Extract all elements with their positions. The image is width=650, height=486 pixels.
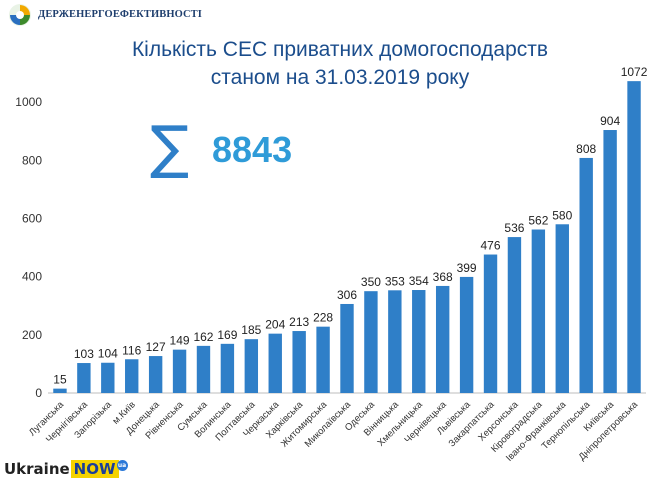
y-tick-label: 400 <box>22 270 42 284</box>
brand-now: NOW <box>70 460 119 478</box>
value-label: 162 <box>193 330 213 344</box>
bar-19 <box>483 254 498 393</box>
value-label: 169 <box>217 328 237 342</box>
y-tick-label: 1000 <box>15 95 42 109</box>
bar-7 <box>196 345 211 393</box>
value-label: 1072 <box>621 65 648 79</box>
value-label: 399 <box>457 261 477 275</box>
bar-8 <box>220 343 235 393</box>
bar-3 <box>101 362 115 393</box>
value-label: 149 <box>170 334 190 348</box>
value-label: 103 <box>74 347 94 361</box>
bar-16 <box>412 290 426 393</box>
bar-2 <box>77 363 91 393</box>
y-tick-label: 200 <box>22 328 42 342</box>
bar-12 <box>316 326 330 393</box>
value-label: 354 <box>409 274 429 288</box>
bar-23 <box>579 157 593 393</box>
value-label: 368 <box>433 270 453 284</box>
bar-11 <box>292 331 306 393</box>
category-labels: ЛуганськаЧернігівськаЗапорізькам.КиївДон… <box>27 399 641 464</box>
bar-6 <box>172 349 187 393</box>
bar-24 <box>603 130 617 393</box>
value-label: 213 <box>289 315 309 329</box>
chart-title-line-2: станом на 31.03.2019 року <box>210 66 470 89</box>
value-label: 904 <box>600 114 620 128</box>
bar-10 <box>268 333 282 393</box>
bar-20 <box>507 237 522 393</box>
bar-22 <box>555 224 569 393</box>
brand-badge: ua <box>116 460 128 471</box>
value-label: 476 <box>481 239 501 253</box>
bars <box>53 81 641 394</box>
value-label: 580 <box>552 208 572 222</box>
value-label: 127 <box>146 340 166 354</box>
value-label: 350 <box>361 275 381 289</box>
ukraine-now-logo: Ukraine NOW ua <box>4 460 128 484</box>
value-label: 104 <box>98 347 118 361</box>
value-label: 204 <box>265 318 285 332</box>
value-label: 808 <box>576 142 596 156</box>
bar-17 <box>435 285 450 393</box>
bar-14 <box>364 291 378 393</box>
value-labels: 15 103 104 116 127 149 162 169 185 204 213 228 306 35… <box>53 65 647 386</box>
bar-1 <box>53 388 67 393</box>
value-label: 228 <box>313 311 333 325</box>
y-tick-label: 0 <box>35 386 42 400</box>
value-label: 15 <box>53 373 67 387</box>
value-label: 306 <box>337 288 357 302</box>
org-name: ДЕРЖЕНЕРГОЕФЕКТИВНОСТІ <box>38 9 202 20</box>
bar-15 <box>388 290 402 393</box>
value-label: 536 <box>504 221 524 235</box>
sum-icon: ∑ <box>150 113 190 181</box>
value-label: 185 <box>241 323 261 337</box>
energy-efficiency-logo-icon <box>9 4 31 26</box>
org-logo: ДЕРЖЕНЕРГОЕФЕКТИВНОСТІ <box>6 2 202 28</box>
value-label: 353 <box>385 274 405 288</box>
brand-word: Ukraine <box>4 460 70 478</box>
chart-title: Кількість СЕС приватних домогосподарств … <box>80 36 600 92</box>
chart-title-line-1: Кількість СЕС приватних домогосподарств <box>131 38 549 61</box>
value-label: 116 <box>122 343 141 357</box>
bar-4 <box>125 359 139 393</box>
value-label: 562 <box>528 214 548 228</box>
bar-9 <box>244 339 259 393</box>
bar-21 <box>531 229 546 393</box>
bar-25 <box>627 81 641 394</box>
y-tick-label: 600 <box>22 211 42 225</box>
total-value: 8843 <box>212 129 293 170</box>
bar-13 <box>340 303 354 393</box>
y-tick-label: 800 <box>22 153 42 167</box>
bar-5 <box>148 356 163 393</box>
bar-18 <box>459 276 474 393</box>
